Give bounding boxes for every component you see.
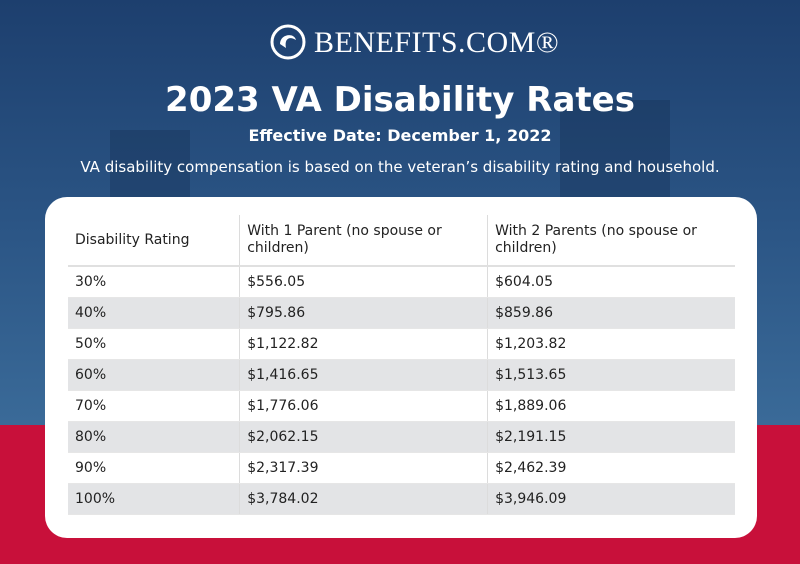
table-cell: $3,946.09 xyxy=(487,483,735,515)
logo-text: BENEFITS.COM® xyxy=(314,26,560,59)
table-cell: $1,889.06 xyxy=(487,390,735,422)
header-row: Disability Rating With 1 Parent (no spous… xyxy=(68,215,735,267)
table-cell: 100% xyxy=(68,483,240,515)
table-cell: 30% xyxy=(68,266,240,298)
table-cell: $556.05 xyxy=(239,266,488,298)
table-row: 30% $556.05 $604.05 xyxy=(68,266,735,298)
table-cell: $1,203.82 xyxy=(487,328,735,360)
table-row: 40% $795.86 $859.86 xyxy=(68,297,735,329)
table-cell: 70% xyxy=(68,390,240,422)
table-cell: $859.86 xyxy=(487,297,735,329)
table-cell: $1,776.06 xyxy=(239,390,488,422)
table-cell: 40% xyxy=(68,297,240,329)
table-row: 100% $3,784.02 $3,946.09 xyxy=(68,483,735,515)
logo: BENEFITS.COM® xyxy=(268,22,578,62)
table-cell: $795.86 xyxy=(239,297,488,329)
subtitle: Effective Date: December 1, 2022 xyxy=(248,126,552,145)
table-cell: $3,784.02 xyxy=(239,483,488,515)
table-row: 70% $1,776.06 $1,889.06 xyxy=(68,390,735,422)
table-cell: $2,317.39 xyxy=(239,452,488,484)
table-cell: 50% xyxy=(68,328,240,360)
table-cell: $1,122.82 xyxy=(239,328,488,360)
table-cell: 80% xyxy=(68,421,240,453)
table-row: 80% $2,062.15 $2,191.15 xyxy=(68,421,735,453)
column-header: With 1 Parent (no spouse or children) xyxy=(239,215,488,267)
table-card: Disability Rating With 1 Parent (no spous… xyxy=(45,197,757,538)
logo-icon xyxy=(270,24,306,60)
table-row: 60% $1,416.65 $1,513.65 xyxy=(68,359,735,391)
table-cell: 60% xyxy=(68,359,240,391)
table-cell: $2,191.15 xyxy=(487,421,735,453)
table-cell: $2,062.15 xyxy=(239,421,488,453)
column-header: With 2 Parents (no spouse or children) xyxy=(487,215,735,267)
title: 2023 VA Disability Rates xyxy=(165,80,635,120)
table-cell: 90% xyxy=(68,452,240,484)
table-cell: $1,513.65 xyxy=(487,359,735,391)
table-row: 90% $2,317.39 $2,462.39 xyxy=(68,452,735,484)
table-cell: $604.05 xyxy=(487,266,735,298)
column-header: Disability Rating xyxy=(68,215,240,267)
description: VA disability compensation is based on t… xyxy=(80,158,720,176)
table-cell: $2,462.39 xyxy=(487,452,735,484)
table-row: 50% $1,122.82 $1,203.82 xyxy=(68,328,735,360)
table-cell: $1,416.65 xyxy=(239,359,488,391)
rates-table: Disability Rating With 1 Parent (no spous… xyxy=(68,215,735,515)
